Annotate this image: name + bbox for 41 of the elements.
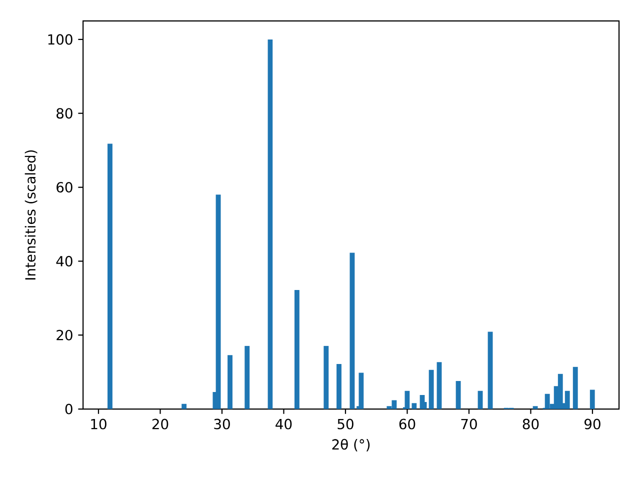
bar (412, 403, 417, 410)
bar (216, 194, 221, 410)
x-tick-label: 30 (214, 418, 230, 430)
bar (350, 252, 355, 410)
y-tick-label: 100 (48, 34, 72, 45)
bar (428, 370, 434, 410)
bar (572, 366, 578, 410)
bar (404, 390, 410, 410)
bar (182, 404, 187, 410)
bar (244, 346, 250, 410)
x-tick-label: 10 (91, 418, 106, 430)
bar (108, 144, 112, 410)
y-tick-label: 20 (56, 330, 72, 340)
bar (324, 346, 329, 410)
bar (336, 364, 342, 410)
bar (478, 390, 483, 410)
bar (294, 290, 300, 410)
y-tick-label: 40 (56, 256, 72, 266)
bar (488, 332, 493, 410)
y-axis-title: Intensities (scaled) (24, 150, 38, 280)
x-tick-label: 60 (399, 418, 416, 430)
bar (564, 390, 570, 410)
bar (358, 372, 364, 410)
bar (558, 374, 563, 410)
y-tick-label: 0 (65, 404, 72, 414)
bar (436, 362, 442, 410)
x-axis-title: 2θ (°) (332, 438, 370, 452)
bar (590, 390, 595, 410)
x-tick-label: 40 (276, 418, 292, 430)
bar (544, 394, 550, 410)
bar (268, 39, 273, 410)
x-tick-label: 20 (152, 418, 168, 430)
x-tick-label: 90 (584, 418, 600, 430)
bar (456, 380, 461, 410)
x-tick-label: 50 (338, 418, 354, 430)
y-tick-label: 60 (56, 182, 72, 193)
bar (532, 406, 538, 410)
y-tick-label: 80 (56, 108, 72, 119)
x-tick-label: 70 (461, 418, 477, 430)
x-tick-label: 80 (522, 418, 539, 430)
bar (228, 355, 232, 410)
